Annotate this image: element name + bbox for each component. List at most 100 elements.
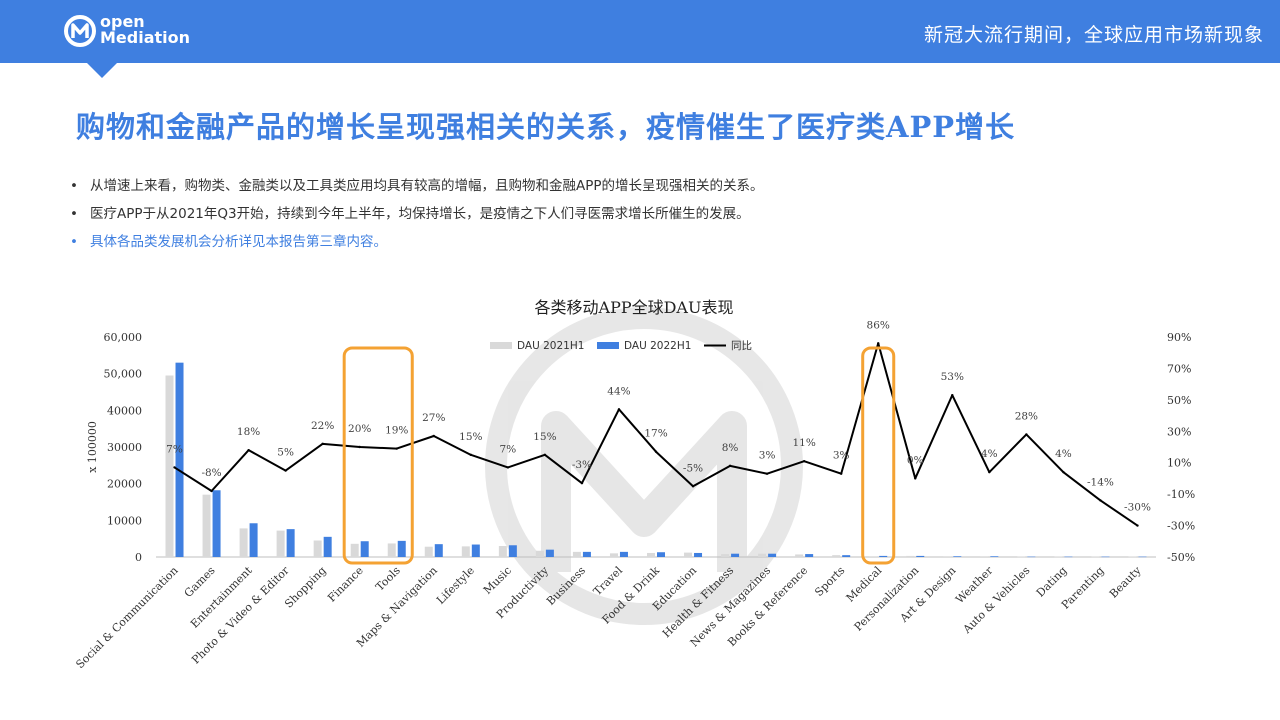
bar-2021h1: [684, 552, 693, 557]
bullet-dot: •: [70, 178, 78, 194]
yoy-data-label: 53%: [941, 371, 964, 383]
yoy-data-label: -14%: [1087, 476, 1114, 488]
page-title: 购物和金融产品的增长呈现强相关的关系，疫情催生了医疗类APP增长: [76, 110, 1016, 144]
bar-2021h1: [980, 556, 989, 557]
bar-2021h1: [313, 540, 322, 557]
y-tick-label: 30000: [107, 441, 142, 454]
yoy-data-label: 7%: [500, 443, 517, 455]
x-tick-label: Tools: [373, 564, 403, 594]
yoy-point: [839, 472, 843, 475]
bar-2021h1: [1091, 556, 1100, 558]
yoy-data-label: -5%: [683, 462, 703, 474]
y-tick-label: 10000: [107, 514, 142, 527]
bar-2021h1: [832, 555, 841, 557]
yoy-point: [210, 489, 213, 493]
x-tick-label: Dating: [1034, 564, 1070, 600]
bar-2022h1: [1138, 556, 1147, 558]
y-tick-label: 20000: [107, 478, 142, 491]
logo-line-2: Mediation: [100, 28, 191, 47]
bar-2021h1: [906, 555, 915, 557]
x-tick-label: Finance: [325, 564, 366, 605]
yoy-point: [951, 393, 954, 397]
bar-2021h1: [572, 551, 581, 557]
bullet-item: • 从增速上来看，购物类、金融类以及工具类应用均具有较高的增幅，且购物和金融APP…: [70, 175, 764, 203]
yoy-point: [358, 445, 361, 449]
x-tick-label: Beauty: [1107, 563, 1144, 600]
x-tick-label: Social & Communication: [73, 564, 180, 671]
yoy-point: [877, 342, 880, 345]
yoy-data-label: 8%: [722, 442, 739, 454]
bar-2021h1: [239, 528, 248, 557]
yoy-point: [691, 485, 695, 488]
yoy-point: [543, 453, 547, 457]
bar-2021h1: [869, 556, 878, 557]
y2-tick-label: 50%: [1167, 394, 1191, 407]
bar-2022h1: [508, 545, 517, 557]
bar-2022h1: [1027, 556, 1036, 558]
y-axis-label: x 100000: [86, 421, 99, 473]
yoy-data-label: 18%: [237, 426, 260, 438]
yoy-point: [247, 448, 250, 452]
x-tick-label: Music: [481, 564, 514, 597]
yoy-data-label: 28%: [1015, 410, 1038, 422]
x-tick-label: Travel: [591, 564, 626, 599]
yoy-point: [802, 459, 806, 463]
bullet-text: 具体各品类发展机会分析详见本报告第三章内容。: [90, 234, 387, 250]
bar-2021h1: [461, 546, 470, 557]
bar-2021h1: [1054, 556, 1063, 558]
yoy-data-label: 0%: [907, 454, 924, 466]
yoy-point: [469, 453, 473, 457]
logo-tab-pointer: [86, 62, 118, 78]
bar-2021h1: [202, 494, 211, 557]
yoy-data-label: -3%: [572, 459, 592, 471]
bar-2021h1: [943, 556, 952, 557]
bar-2022h1: [805, 554, 814, 557]
yoy-data-label: 4%: [1055, 448, 1072, 460]
yoy-point: [506, 466, 510, 469]
bar-2022h1: [323, 536, 332, 557]
bar-2022h1: [1064, 556, 1073, 558]
yoy-point: [1062, 470, 1065, 474]
legend-swatch: [597, 342, 619, 349]
y2-tick-label: -10%: [1167, 488, 1195, 501]
yoy-point: [321, 442, 324, 446]
y2-tick-label: 90%: [1167, 331, 1191, 344]
yoy-point: [914, 477, 917, 480]
bar-2022h1: [731, 553, 740, 557]
yoy-point: [654, 450, 658, 453]
yoy-data-label: 3%: [833, 450, 850, 462]
header-title: 新冠大流行期间，全球应用市场新现象: [923, 24, 1264, 46]
bullet-item-highlighted: • 具体各品类发展机会分析详见本报告第三章内容。: [70, 231, 764, 259]
x-tick-label: Lifestyle: [434, 564, 477, 607]
bar-2022h1: [990, 556, 999, 557]
bar-2022h1: [657, 552, 665, 557]
openmediation-logo-icon: [64, 15, 96, 47]
yoy-point: [1136, 524, 1139, 527]
dau-chart: 各类移动APP全球DAU表现 0 10000 20000 30000 40000 50,0…: [73, 298, 1195, 671]
bar-2022h1: [842, 555, 851, 557]
x-tick-label: Personalization: [852, 564, 922, 634]
yoy-point: [580, 481, 584, 485]
yoy-data-label: -30%: [1124, 502, 1151, 514]
bar-2021h1: [609, 553, 618, 557]
bar-2022h1: [249, 523, 258, 557]
yoy-point: [728, 464, 732, 468]
bar-2021h1: [758, 553, 767, 557]
yoy-data-label: 17%: [644, 428, 667, 440]
logo-line-1: open: [100, 12, 145, 31]
legend-swatch: [490, 342, 512, 349]
chart-title: 各类移动APP全球DAU表现: [535, 298, 734, 317]
bar-2022h1: [582, 551, 591, 557]
yoy-point: [173, 466, 176, 469]
legend-label: 同比: [731, 339, 752, 352]
bar-2021h1: [387, 543, 396, 557]
bar-2021h1: [165, 375, 174, 557]
highlight-box: [861, 346, 896, 565]
header-bar: open Mediation 新冠大流行期间，全球应用市场新现象: [0, 0, 1280, 78]
yoy-point: [1025, 433, 1028, 436]
bar-2022h1: [360, 541, 369, 557]
bar-2022h1: [879, 555, 888, 557]
y2-tick-label: 30%: [1167, 425, 1191, 438]
bar-2021h1: [1128, 556, 1137, 558]
bar-2022h1: [619, 551, 628, 557]
